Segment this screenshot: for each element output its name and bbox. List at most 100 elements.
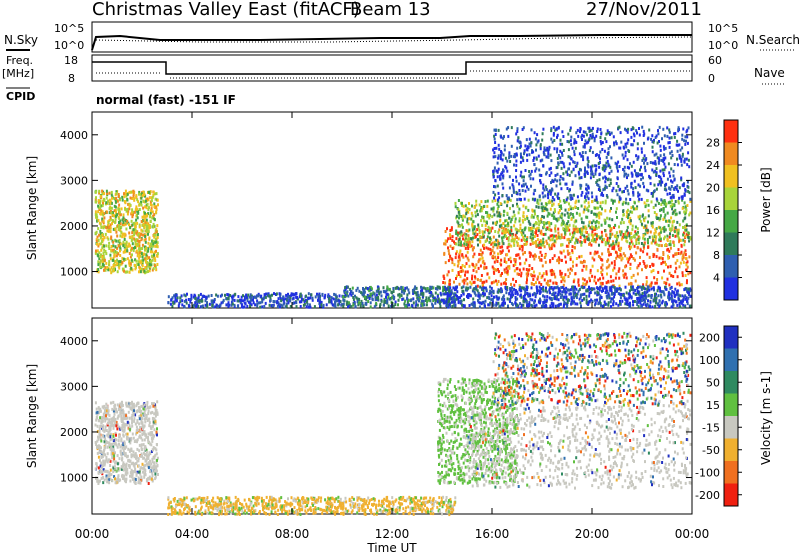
echo-cell bbox=[382, 286, 385, 290]
echo-cell bbox=[529, 144, 532, 148]
echo-cell bbox=[465, 262, 468, 266]
echo-cell bbox=[524, 293, 526, 297]
echo-cell bbox=[173, 294, 176, 298]
echo-cell bbox=[683, 192, 686, 196]
echo-cell bbox=[117, 207, 120, 211]
echo-cell bbox=[579, 183, 582, 187]
echo-cell bbox=[555, 286, 558, 290]
echo-cell bbox=[150, 209, 153, 213]
echo-cell bbox=[636, 266, 639, 270]
echo-cell bbox=[518, 247, 521, 251]
echo-cell bbox=[559, 296, 562, 299]
echo-cell bbox=[140, 232, 143, 236]
echo-cell bbox=[444, 230, 447, 233]
echo-cell bbox=[436, 294, 439, 298]
echo-cell bbox=[576, 240, 579, 244]
echo-cell bbox=[510, 229, 513, 233]
echo-cell bbox=[605, 132, 608, 136]
echo-cell bbox=[632, 205, 635, 209]
echo-cell bbox=[138, 239, 141, 243]
echo-cell bbox=[478, 305, 481, 309]
echo-cell bbox=[121, 198, 124, 202]
echo-cell bbox=[507, 249, 510, 253]
echo-cell bbox=[592, 287, 595, 291]
echo-cell bbox=[686, 260, 689, 264]
echo-cell bbox=[625, 197, 628, 201]
echo-cell bbox=[681, 195, 684, 199]
echo-cell bbox=[101, 260, 104, 264]
echo-cell bbox=[673, 230, 676, 234]
echo-cell bbox=[585, 227, 588, 231]
echo-cell bbox=[506, 246, 509, 250]
echo-cell bbox=[136, 262, 139, 266]
echo-cell bbox=[473, 206, 476, 209]
echo-cell bbox=[626, 176, 628, 180]
echo-cell bbox=[607, 131, 610, 135]
echo-cell bbox=[536, 226, 539, 230]
echo-cell bbox=[461, 253, 464, 257]
echo-cell bbox=[457, 255, 460, 259]
echo-cell bbox=[449, 290, 452, 294]
echo-cell bbox=[615, 238, 618, 242]
echo-cell bbox=[543, 188, 546, 192]
echo-cell bbox=[513, 287, 516, 291]
echo-cell bbox=[541, 138, 544, 142]
echo-cell bbox=[610, 207, 612, 210]
echo-cell bbox=[413, 287, 416, 291]
echo-cell bbox=[663, 134, 666, 138]
echo-cell bbox=[247, 293, 250, 297]
echo-cell bbox=[538, 272, 541, 276]
echo-cell bbox=[367, 295, 369, 299]
echo-cell bbox=[112, 240, 115, 244]
echo-cell bbox=[398, 292, 401, 296]
echo-cell bbox=[461, 264, 464, 267]
echo-cell bbox=[530, 215, 533, 219]
echo-cell bbox=[674, 185, 677, 189]
echo-cell bbox=[553, 239, 556, 243]
echo-cell bbox=[123, 269, 125, 273]
echo-cell bbox=[671, 203, 674, 206]
echo-cell bbox=[449, 256, 452, 260]
echo-cell bbox=[524, 169, 527, 172]
echo-cell bbox=[231, 298, 234, 302]
echo-cell bbox=[508, 216, 511, 220]
echo-cell bbox=[143, 245, 146, 249]
echo-cell bbox=[603, 237, 606, 241]
echo-cell bbox=[444, 290, 447, 294]
echo-cell bbox=[133, 233, 136, 237]
echo-cell bbox=[566, 238, 569, 242]
echo-cell bbox=[593, 212, 595, 216]
echo-cell bbox=[94, 190, 97, 194]
echo-cell bbox=[518, 182, 521, 186]
echo-cell bbox=[649, 300, 652, 304]
echo-cell bbox=[572, 296, 575, 300]
echo-cell bbox=[619, 247, 622, 251]
echo-cell bbox=[604, 199, 607, 203]
echo-cell bbox=[561, 151, 563, 155]
echo-cell bbox=[458, 253, 461, 257]
echo-cell bbox=[627, 173, 630, 177]
echo-cell bbox=[632, 300, 634, 304]
echo-cell bbox=[448, 252, 451, 256]
echo-cell bbox=[449, 254, 452, 258]
echo-cell bbox=[646, 287, 649, 291]
echo-cell bbox=[507, 238, 510, 242]
echo-cell bbox=[544, 148, 547, 152]
echo-cell bbox=[106, 192, 109, 196]
echo-cell bbox=[481, 281, 484, 285]
echo-cell bbox=[654, 228, 657, 232]
echo-cell bbox=[346, 300, 349, 304]
echo-cell bbox=[610, 261, 613, 265]
echo-cell bbox=[468, 304, 471, 307]
echo-cell bbox=[580, 217, 583, 221]
echo-cell bbox=[104, 266, 107, 270]
echo-cell bbox=[547, 236, 550, 240]
echo-cell bbox=[467, 247, 470, 250]
echo-cell bbox=[97, 244, 100, 248]
echo-cell bbox=[630, 245, 633, 249]
echo-cell bbox=[630, 143, 633, 147]
echo-cell bbox=[568, 140, 570, 144]
echo-cell bbox=[568, 167, 570, 171]
echo-cell bbox=[626, 165, 629, 169]
echo-cell bbox=[550, 127, 553, 131]
